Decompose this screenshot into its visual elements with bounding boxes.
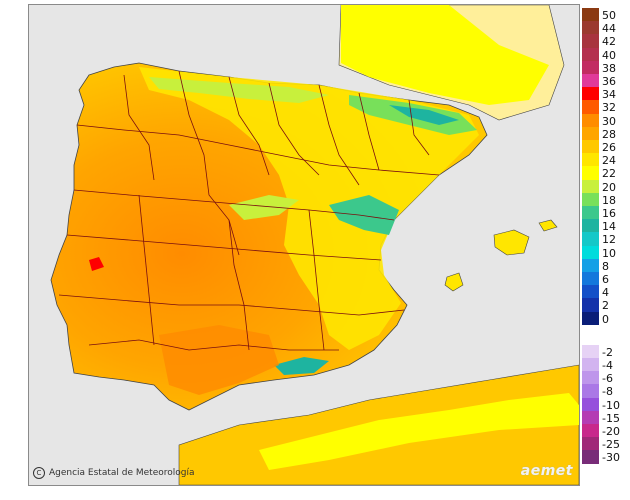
legend-swatch-pos-22 <box>582 298 599 312</box>
legend-label-neg-0: -2 <box>602 345 613 359</box>
legend-label-pos-7: 32 <box>602 101 616 115</box>
north-yellow-zone <box>139 67 479 350</box>
map-canvas <box>50 5 579 485</box>
cantabrian-green <box>149 77 329 103</box>
pyrenees-teal <box>389 105 459 125</box>
legend-swatch-pos-15 <box>582 206 599 220</box>
ibiza <box>444 272 464 292</box>
legend-label-neg-4: -10 <box>602 398 620 412</box>
legend-swatch-pos-12 <box>582 166 599 180</box>
guadiana-red <box>89 257 104 271</box>
legend-swatch-neg-3 <box>582 384 599 398</box>
legend-label-neg-7: -25 <box>602 438 620 452</box>
legend-swatch-neg-6 <box>582 424 599 438</box>
legend-swatch-pos-23 <box>582 311 599 325</box>
temperature-map: C Agencia Estatal de Meteorología aemet <box>28 4 580 486</box>
legend-swatch-pos-16 <box>582 219 599 233</box>
legend-swatch-pos-7 <box>582 100 599 114</box>
legend-label-pos-18: 10 <box>602 246 616 260</box>
legend-label-pos-20: 6 <box>602 273 609 286</box>
legend-swatch-pos-8 <box>582 113 599 127</box>
africa-green <box>259 393 579 470</box>
legend-label-pos-19: 8 <box>602 259 609 273</box>
legend-label-neg-3: -8 <box>602 385 613 399</box>
legend-label-pos-13: 20 <box>602 180 616 194</box>
legend-swatch-neg-5 <box>582 410 599 424</box>
legend-label-pos-12: 22 <box>602 167 616 181</box>
mallorca <box>493 229 530 256</box>
legend-swatch-pos-18 <box>582 245 599 259</box>
legend-label-pos-10: 26 <box>602 141 616 154</box>
credit-text: Agencia Estatal de Meteorología <box>49 468 195 478</box>
legend-label-neg-2: -6 <box>602 372 613 386</box>
sierra-nevada-teal <box>274 357 329 375</box>
legend-swatch-pos-0 <box>582 8 599 22</box>
legend-swatch-pos-1 <box>582 21 599 35</box>
legend-swatch-pos-11 <box>582 153 599 167</box>
iberian-range-teal <box>329 195 399 235</box>
legend-label-pos-21: 4 <box>602 286 609 300</box>
legend-label-pos-4: 38 <box>602 61 616 75</box>
legend-swatch-pos-3 <box>582 47 599 61</box>
legend-label-pos-2: 42 <box>602 35 616 49</box>
legend-swatch-pos-13 <box>582 179 599 193</box>
legend-label-pos-15: 16 <box>602 207 616 220</box>
legend-swatch-pos-6 <box>582 87 599 101</box>
legend-swatch-neg-4 <box>582 397 599 411</box>
province-borders <box>58 70 440 351</box>
legend-swatch-neg-8 <box>582 450 599 464</box>
legend-swatch-pos-17 <box>582 232 599 246</box>
legend-label-pos-8: 30 <box>602 114 616 128</box>
menorca <box>538 219 558 232</box>
legend-label-pos-9: 28 <box>602 127 616 141</box>
legend-swatch-neg-1 <box>582 358 599 372</box>
temperature-legend: 50 44 42 40 38 36 34 32 30 28 26 24 22 20 18 16 14 12 10 8 6… <box>582 8 628 488</box>
legend-swatch-pos-9 <box>582 126 599 140</box>
legend-swatch-pos-2 <box>582 34 599 48</box>
legend-label-pos-6: 34 <box>602 88 616 102</box>
legend-swatch-pos-20 <box>582 272 599 286</box>
south-hot-zone <box>159 325 279 395</box>
legend-swatch-pos-14 <box>582 192 599 206</box>
credit-label: C Agencia Estatal de Meteorología <box>33 467 195 479</box>
legend-label-pos-5: 36 <box>602 75 616 88</box>
aemet-logo: aemet <box>520 463 573 479</box>
legend-label-pos-1: 44 <box>602 22 616 36</box>
legend-swatch-neg-7 <box>582 437 599 451</box>
legend-label-neg-1: -4 <box>602 359 613 372</box>
legend-swatch-pos-19 <box>582 258 599 272</box>
legend-swatch-neg-0 <box>582 344 599 358</box>
legend-label-pos-22: 2 <box>602 299 609 313</box>
legend-swatch-pos-10 <box>582 140 599 154</box>
legend-label-pos-23: 0 <box>602 312 609 326</box>
legend-label-neg-8: -30 <box>602 451 620 465</box>
legend-label-pos-16: 14 <box>602 220 616 234</box>
legend-label-pos-17: 12 <box>602 233 616 247</box>
legend-swatch-neg-2 <box>582 371 599 385</box>
legend-label-neg-5: -15 <box>602 411 620 425</box>
legend-swatch-pos-5 <box>582 74 599 88</box>
legend-swatch-pos-21 <box>582 285 599 299</box>
legend-label-pos-0: 50 <box>602 9 616 22</box>
central-system-green <box>229 195 299 220</box>
legend-label-pos-11: 24 <box>602 154 616 168</box>
legend-label-pos-3: 40 <box>602 48 616 62</box>
legend-label-neg-6: -20 <box>602 425 620 438</box>
legend-label-pos-14: 18 <box>602 193 616 207</box>
france-yellow-band <box>341 5 549 105</box>
legend-swatch-pos-4 <box>582 60 599 74</box>
copyright-icon: C <box>33 467 45 479</box>
